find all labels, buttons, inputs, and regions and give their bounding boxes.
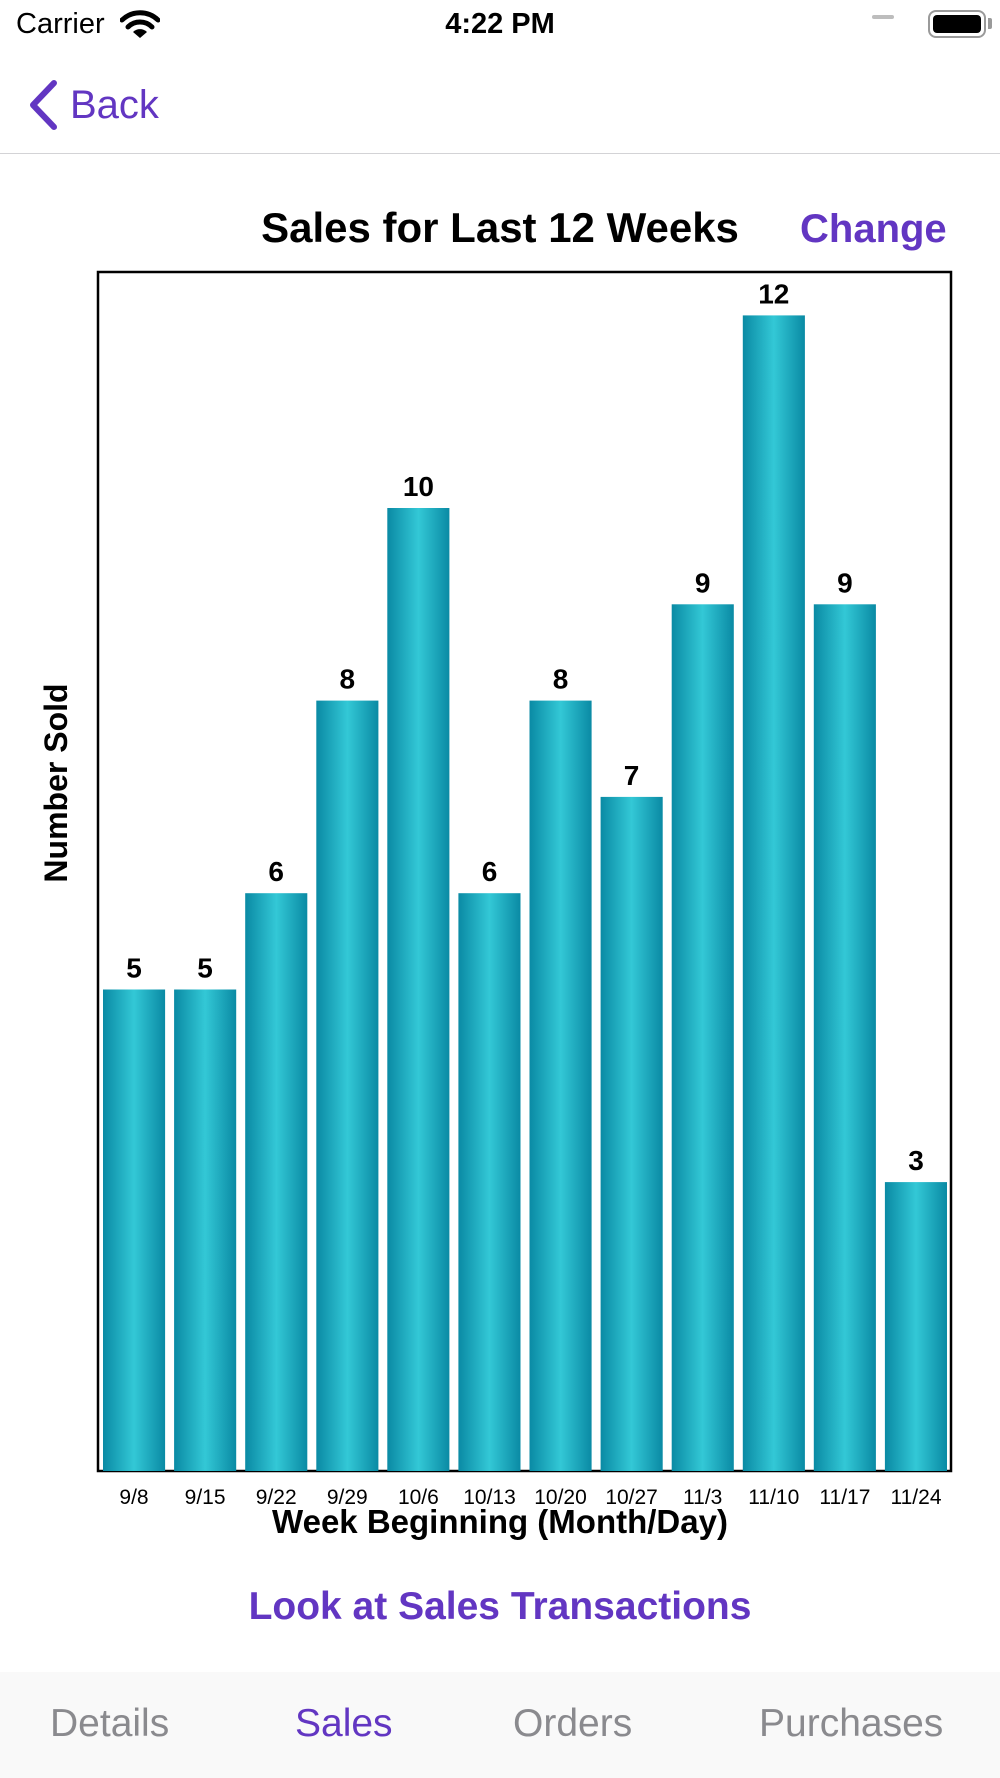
x-tick-label: 10/27 [605, 1486, 658, 1509]
change-button[interactable]: Change [800, 207, 947, 251]
bar-10-13 [458, 893, 521, 1471]
x-axis-label: Week Beginning (Month/Day) [272, 1503, 728, 1540]
x-tick-label: 11/24 [891, 1486, 942, 1509]
bar-9-29 [316, 700, 379, 1471]
battery-icon [928, 10, 986, 38]
clock: 4:22 PM [445, 8, 555, 40]
x-tick-label: 10/6 [398, 1486, 439, 1509]
x-tick-label: 10/20 [534, 1486, 587, 1509]
bar-value-label: 9 [837, 567, 853, 598]
x-tick-label: 9/29 [327, 1486, 368, 1509]
y-axis-label: Number Sold [38, 683, 74, 883]
tab-sales[interactable]: Sales [295, 1702, 393, 1745]
chart-title: Sales for Last 12 Weeks [261, 204, 739, 251]
bar-value-label: 8 [553, 664, 569, 695]
x-tick-label: 9/8 [119, 1486, 148, 1509]
back-button[interactable]: Back [26, 76, 159, 134]
bar-value-label: 7 [624, 760, 640, 791]
bar-value-label: 6 [268, 856, 284, 887]
tab-details[interactable]: Details [50, 1702, 170, 1745]
x-tick-label: 11/10 [748, 1486, 799, 1509]
bar-10-20 [529, 700, 592, 1471]
chevron-left-icon [30, 80, 57, 130]
bar-value-label: 12 [758, 278, 789, 309]
bar-11-24 [884, 1182, 947, 1471]
x-tick-label: 10/13 [463, 1486, 516, 1509]
x-tick-label: 11/3 [683, 1486, 722, 1509]
x-tick-label: 9/22 [256, 1486, 297, 1509]
plot-area-frame [96, 270, 953, 1473]
tab-bar: Details Sales Orders Purchases [0, 1672, 1000, 1778]
bar-9-22 [245, 893, 308, 1471]
wifi-icon [120, 10, 160, 38]
bar-value-label: 10 [403, 471, 434, 502]
status-bar: Carrier 4:22 PM [0, 0, 1000, 52]
bar-9-15 [174, 989, 237, 1471]
navigation-bar: Back [0, 52, 1000, 154]
bar-value-label: 8 [340, 664, 356, 695]
bar-value-label: 5 [126, 953, 142, 984]
x-tick-label: 9/15 [185, 1486, 226, 1509]
bar-value-label: 9 [695, 567, 711, 598]
bar-11-17 [813, 604, 876, 1471]
bar-value-label: 5 [197, 953, 213, 984]
back-label: Back [70, 82, 159, 127]
bar-11-10 [742, 315, 805, 1471]
tab-orders[interactable]: Orders [513, 1702, 633, 1745]
battery-cap [988, 18, 992, 29]
tab-purchases[interactable]: Purchases [759, 1702, 944, 1745]
signal-icon [872, 15, 894, 19]
bar-value-label: 3 [908, 1145, 924, 1176]
bar-9-8 [103, 989, 166, 1471]
bar-10-27 [600, 796, 663, 1471]
bar-value-label: 6 [482, 856, 498, 887]
bar-10-6 [387, 508, 450, 1471]
sales-bar-chart: 5 5 6 8 10 6 8 7 9 12 9 3 9/8 9/15 9/22 9/29 10/6 10/13 1… [96, 270, 953, 1509]
sales-transactions-button[interactable]: Look at Sales Transactions [248, 1585, 752, 1628]
carrier-label: Carrier [16, 8, 105, 40]
x-tick-label: 11/17 [819, 1486, 870, 1509]
bar-11-3 [671, 604, 734, 1471]
